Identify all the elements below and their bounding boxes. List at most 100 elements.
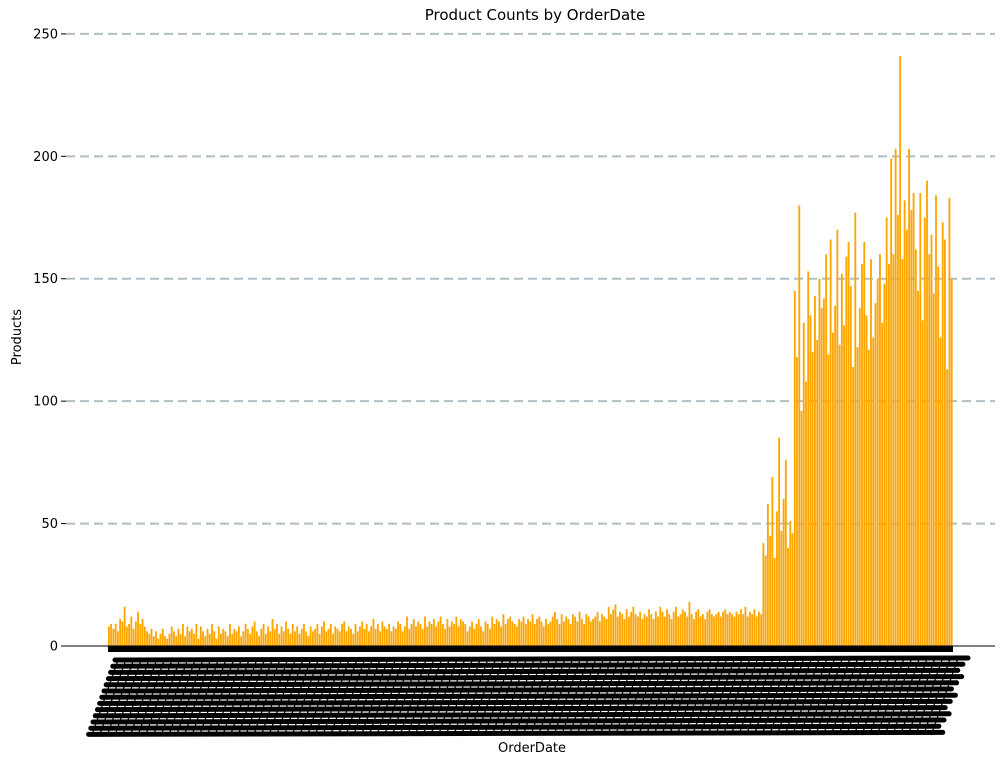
- bar: [571, 614, 574, 646]
- bar: [753, 609, 756, 646]
- bar: [800, 410, 803, 646]
- bar: [713, 616, 716, 646]
- bar: [439, 616, 442, 646]
- x-tick-label-stroke: [846, 659, 874, 736]
- bar: [291, 623, 294, 646]
- bar: [168, 633, 171, 646]
- bar: [282, 631, 285, 646]
- bar: [881, 322, 884, 646]
- bar: [820, 308, 823, 646]
- bar: [849, 286, 852, 646]
- bar: [710, 614, 713, 646]
- bar: [426, 626, 429, 646]
- bar: [307, 636, 310, 646]
- x-tick-label-stroke: [692, 659, 720, 736]
- bar: [780, 530, 783, 646]
- bar: [706, 611, 709, 646]
- x-tick-label-stroke: [799, 659, 827, 736]
- bar: [793, 290, 796, 646]
- bar: [596, 611, 599, 646]
- x-tick-label-stroke: [437, 659, 466, 736]
- bar: [594, 616, 597, 646]
- bar: [231, 633, 234, 646]
- bar: [872, 337, 875, 646]
- bar: [132, 628, 135, 646]
- bar: [157, 638, 160, 646]
- x-tick-label-stroke: [214, 659, 242, 736]
- x-tick-label-stroke: [699, 659, 727, 736]
- bar: [565, 616, 568, 646]
- bar: [262, 623, 265, 646]
- x-tick-label-stroke: [930, 659, 958, 736]
- bar: [112, 628, 115, 646]
- x-tick-label-stroke: [923, 659, 951, 736]
- bar: [879, 254, 881, 646]
- x-tick-label-stroke: [684, 659, 712, 736]
- bar: [316, 623, 319, 646]
- bar: [374, 628, 377, 646]
- bar: [914, 249, 917, 647]
- bar: [578, 611, 581, 646]
- bar: [639, 611, 642, 646]
- bar: [742, 614, 745, 646]
- x-tick-label-stroke: [291, 659, 319, 736]
- bar: [643, 614, 646, 646]
- x-tick-label-stroke: [91, 659, 119, 736]
- bar: [175, 636, 178, 646]
- x-tick-label-stroke: [160, 659, 188, 736]
- bar: [659, 606, 662, 646]
- bar: [130, 616, 133, 646]
- bar: [728, 611, 731, 646]
- bar: [415, 626, 417, 646]
- bar: [159, 633, 162, 646]
- bar: [372, 619, 375, 646]
- x-tick-label-stroke: [630, 659, 658, 736]
- bar: [336, 628, 339, 646]
- x-tick-label-stroke: [376, 659, 404, 736]
- bar: [527, 619, 529, 646]
- bar: [482, 631, 485, 646]
- bar: [744, 606, 747, 646]
- bar: [724, 609, 727, 646]
- bar: [139, 623, 142, 646]
- bar: [563, 621, 565, 646]
- x-tick-label-stroke: [206, 659, 235, 736]
- x-tick-label-stroke: [106, 659, 134, 736]
- bar: [296, 626, 299, 646]
- x-tick-label-stroke: [561, 659, 589, 736]
- bar: [334, 626, 337, 646]
- bar: [587, 616, 590, 646]
- x-tick-label-stroke: [815, 659, 843, 736]
- x-tick-label-stroke: [422, 659, 450, 736]
- bar: [574, 616, 577, 646]
- bar: [619, 611, 621, 646]
- bar: [605, 619, 608, 646]
- x-tick-label-stroke: [484, 659, 512, 736]
- bar: [814, 295, 816, 646]
- bar: [155, 631, 157, 646]
- bar: [926, 180, 928, 647]
- x-tick-marks: [108, 646, 953, 652]
- bar: [666, 609, 668, 646]
- x-tick-label-stroke: [322, 659, 350, 736]
- bar: [206, 628, 209, 646]
- bar: [885, 217, 888, 646]
- bar: [323, 621, 326, 646]
- x-tick-label-stroke: [191, 659, 219, 736]
- y-tick-label: 0: [50, 640, 58, 655]
- bar: [300, 628, 303, 646]
- bar: [614, 604, 617, 646]
- bar: [589, 621, 592, 646]
- x-tick-label-stroke: [337, 659, 365, 736]
- bar: [204, 636, 207, 646]
- x-tick-label-stroke: [137, 659, 165, 736]
- bar: [932, 293, 935, 646]
- bar: [652, 619, 655, 646]
- bar: [480, 626, 482, 646]
- x-tick-label-stroke: [661, 659, 689, 736]
- bar: [419, 623, 422, 646]
- x-tick-label-stroke: [707, 659, 735, 736]
- bar: [327, 628, 330, 646]
- bar: [484, 621, 487, 646]
- bar: [311, 631, 314, 646]
